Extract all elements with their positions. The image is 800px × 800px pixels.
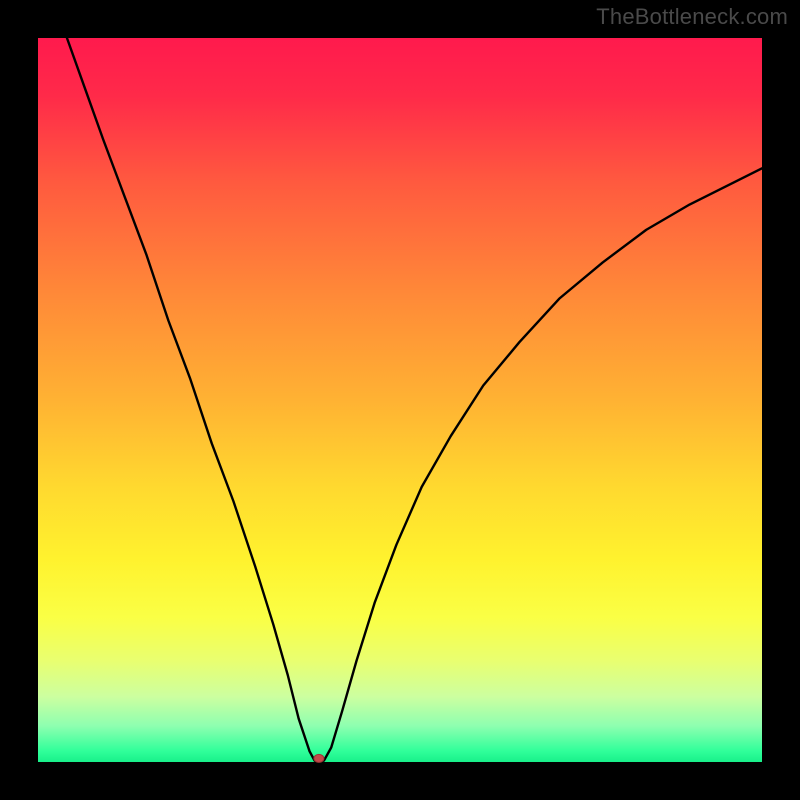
- chart-svg: [0, 0, 800, 800]
- optimal-point-marker: [314, 754, 324, 762]
- watermark-text: TheBottleneck.com: [596, 4, 788, 30]
- bottleneck-chart: TheBottleneck.com: [0, 0, 800, 800]
- plot-background: [38, 38, 762, 762]
